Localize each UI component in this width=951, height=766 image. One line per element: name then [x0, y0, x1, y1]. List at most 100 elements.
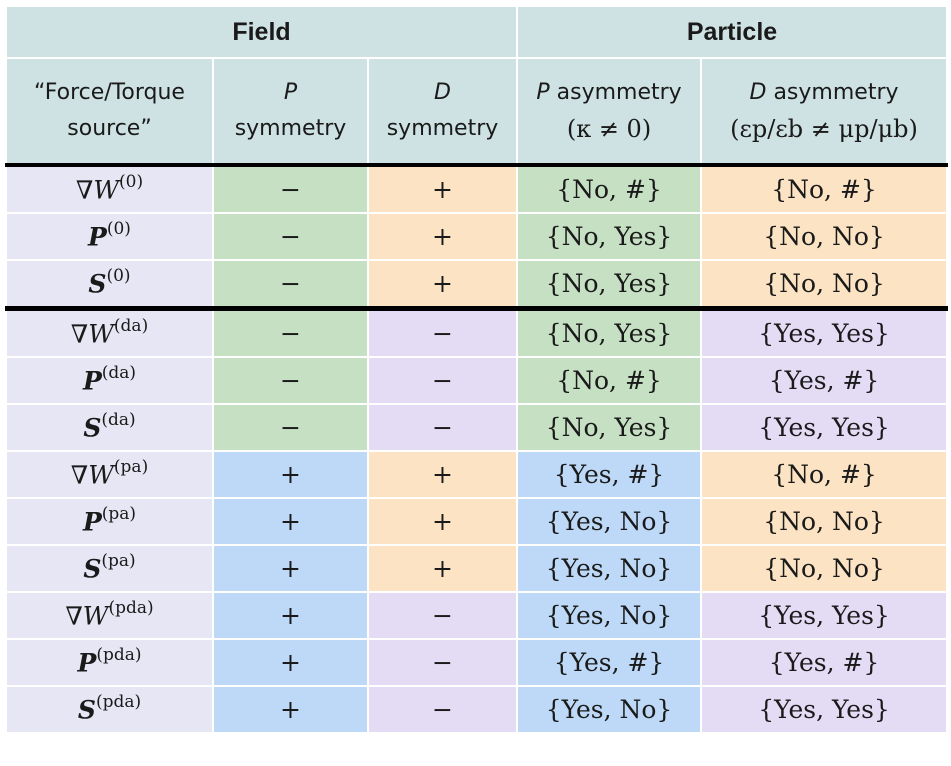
source-symbol: ∇W: [70, 460, 114, 490]
d-symmetry-cell: −: [366, 306, 519, 358]
d-symmetry-word: symmetry: [386, 116, 499, 141]
table-row: ∇W(da) − − {No, Yes} {Yes, Yes}: [5, 306, 949, 358]
d-asymmetry-cell: {No, No}: [700, 259, 949, 310]
d-symmetry-cell: −: [366, 356, 519, 405]
table-row: P(da) − − {No, #} {Yes, #}: [5, 356, 949, 405]
d-asymmetry-cell: {No, #}: [700, 450, 949, 499]
source-superscript: (0): [106, 219, 131, 240]
d-asymmetry-letter: D: [749, 80, 767, 105]
field-header: Field: [4, 5, 519, 59]
source-cell: P(da): [5, 356, 214, 405]
p-asymmetry-word: asymmetry: [556, 80, 682, 105]
table-row: S(da) − − {No, Yes} {Yes, Yes}: [5, 403, 949, 452]
p-symmetry-cell: +: [212, 591, 369, 640]
d-asymmetry-cell: {Yes, Yes}: [700, 403, 949, 452]
table-row: S(pda) + − {Yes, No} {Yes, Yes}: [5, 685, 949, 734]
table-row: S(0) − + {No, Yes} {No, No}: [5, 259, 949, 310]
table-body: ∇W(0) − + {No, #} {No, #} P(0) − + {No, Yes} {No,…: [5, 164, 949, 734]
p-asymmetry-cell: {No, Yes}: [516, 306, 703, 358]
source-superscript: (da): [101, 410, 136, 431]
d-asymmetry-cell: {Yes, Yes}: [700, 685, 949, 734]
p-symmetry-cell: −: [212, 259, 369, 310]
d-asymmetry-condition: (εp/εb ≠ μp/μb): [730, 115, 918, 143]
p-asymmetry-cell: {Yes, #}: [516, 450, 703, 499]
p-asymmetry-cell: {Yes, #}: [516, 638, 703, 687]
p-symmetry-column-header: P symmetry: [212, 57, 369, 167]
p-asymmetry-cell: {Yes, No}: [516, 497, 703, 546]
source-cell: S(pda): [5, 685, 214, 734]
source-column-header: “Force/Torque source”: [5, 57, 214, 167]
source-superscript: (0): [119, 172, 144, 193]
p-symmetry-cell: +: [212, 450, 369, 499]
source-superscript: (da): [113, 316, 149, 337]
particle-header: Particle: [516, 5, 949, 59]
d-asymmetry-cell: {Yes, #}: [700, 638, 949, 687]
source-superscript: (pa): [101, 551, 136, 572]
symmetry-table: Field Particle “Force/Torque source” P s…: [4, 5, 949, 734]
d-asymmetry-cell: {No, No}: [700, 544, 949, 593]
d-symmetry-cell: −: [366, 403, 519, 452]
source-cell: S(da): [5, 403, 214, 452]
source-superscript: (0): [106, 266, 131, 287]
d-symmetry-cell: +: [366, 164, 519, 214]
p-asymmetry-cell: {No, #}: [516, 164, 703, 214]
d-symmetry-column-header: D symmetry: [366, 57, 519, 167]
source-superscript: (da): [101, 363, 137, 384]
p-symmetry-cell: −: [212, 164, 369, 214]
d-asymmetry-cell: {Yes, #}: [700, 356, 949, 405]
source-symbol: ∇W: [75, 175, 120, 205]
d-asymmetry-cell: {Yes, Yes}: [700, 591, 949, 640]
table-row: ∇W(pa) + + {Yes, #} {No, #}: [5, 450, 949, 499]
p-asymmetry-cell: {Yes, No}: [516, 591, 703, 640]
source-cell: ∇W(pa): [5, 450, 214, 499]
p-symmetry-cell: −: [212, 306, 369, 358]
d-symmetry-cell: +: [366, 212, 519, 261]
source-cell: S(0): [5, 259, 214, 310]
p-symmetry-cell: −: [212, 356, 369, 405]
p-asymmetry-cell: {Yes, No}: [516, 685, 703, 734]
table-row: P(0) − + {No, Yes} {No, No}: [5, 212, 949, 261]
p-symmetry-cell: −: [212, 403, 369, 452]
source-symbol: P: [82, 366, 102, 396]
p-symmetry-cell: +: [212, 638, 369, 687]
p-asymmetry-cell: {No, Yes}: [516, 212, 703, 261]
d-asymmetry-cell: {No, No}: [700, 212, 949, 261]
p-symmetry-cell: +: [212, 497, 369, 546]
p-symmetry-letter: P: [283, 80, 298, 105]
source-cell: ∇W(pda): [5, 591, 214, 640]
source-superscript: (pda): [96, 645, 142, 666]
source-symbol: P: [82, 507, 102, 537]
p-symmetry-word: symmetry: [234, 116, 347, 141]
d-symmetry-cell: +: [366, 450, 519, 499]
p-asymmetry-column-header: P asymmetry (κ ≠ 0): [516, 57, 703, 167]
source-cell: P(0): [5, 212, 214, 261]
d-symmetry-cell: +: [366, 497, 519, 546]
source-superscript: (pa): [113, 457, 149, 478]
d-symmetry-cell: −: [366, 685, 519, 734]
source-cell: P(pda): [5, 638, 214, 687]
d-asymmetry-column-header: D asymmetry (εp/εb ≠ μp/μb): [700, 57, 949, 167]
p-symmetry-cell: +: [212, 544, 369, 593]
d-symmetry-cell: −: [366, 638, 519, 687]
table-row: ∇W(pda) + − {Yes, No} {Yes, Yes}: [5, 591, 949, 640]
source-cell: S(pa): [5, 544, 214, 593]
source-symbol: ∇W: [70, 319, 114, 349]
source-cell: P(pa): [5, 497, 214, 546]
d-asymmetry-cell: {Yes, Yes}: [700, 306, 949, 358]
p-symmetry-cell: +: [212, 685, 369, 734]
p-asymmetry-cell: {Yes, No}: [516, 544, 703, 593]
p-asymmetry-letter: P: [536, 80, 550, 105]
source-header-line1: “Force/Torque: [34, 80, 185, 105]
p-asymmetry-cell: {No, Yes}: [516, 259, 703, 310]
d-asymmetry-cell: {No, #}: [700, 164, 949, 214]
d-symmetry-letter: D: [434, 80, 451, 105]
table-row: P(pa) + + {Yes, No} {No, No}: [5, 497, 949, 546]
source-symbol: S: [88, 269, 107, 299]
p-asymmetry-condition: (κ ≠ 0): [566, 115, 652, 143]
table-row: ∇W(0) − + {No, #} {No, #}: [5, 164, 949, 214]
source-cell: ∇W(da): [5, 306, 214, 358]
source-symbol: S: [77, 695, 96, 725]
table-row: P(pda) + − {Yes, #} {Yes, #}: [5, 638, 949, 687]
p-asymmetry-cell: {No, #}: [516, 356, 703, 405]
p-symmetry-cell: −: [212, 212, 369, 261]
